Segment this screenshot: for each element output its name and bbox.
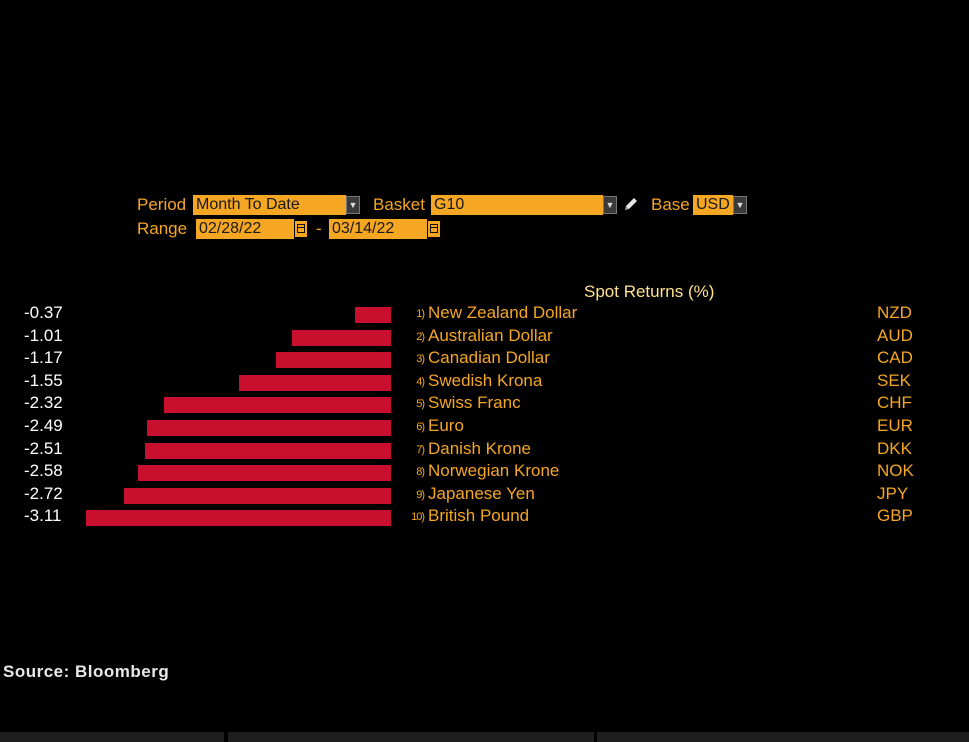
currency-row[interactable]: -2.51 7) Danish Krone DKK	[0, 439, 969, 461]
basket-dropdown-icon[interactable]: ▼	[603, 196, 617, 214]
return-bar	[86, 510, 391, 527]
rank-number[interactable]: 4)	[416, 375, 425, 388]
rank-number[interactable]: 6)	[416, 421, 425, 433]
range-start-calendar-icon[interactable]	[294, 220, 308, 238]
currency-row[interactable]: -2.32 5) Swiss Franc CHF	[0, 393, 969, 415]
return-value: -1.17	[24, 348, 63, 368]
currency-code: CAD	[877, 348, 913, 368]
rank-number[interactable]: 9)	[416, 488, 425, 501]
status-segment	[0, 732, 224, 742]
return-bar	[124, 487, 391, 504]
return-value: -1.55	[24, 370, 63, 390]
currency-row[interactable]: -0.37 1) New Zealand Dollar NZD	[0, 303, 969, 325]
period-label: Period	[137, 195, 187, 214]
return-bar	[276, 352, 391, 369]
currency-code: NZD	[877, 303, 912, 322]
edit-pencil-icon[interactable]	[622, 195, 640, 213]
currency-code: EUR	[877, 416, 913, 435]
rank-number[interactable]: 8)	[416, 466, 425, 479]
currency-row[interactable]: -2.72 9) Japanese Yen JPY	[0, 484, 969, 506]
currency-row[interactable]: -2.49 6) Euro EUR	[0, 416, 969, 438]
currency-name[interactable]: Australian Dollar	[428, 325, 553, 345]
base-dropdown-icon[interactable]: ▼	[733, 196, 747, 214]
currency-code: JPY	[877, 483, 909, 503]
currency-name[interactable]: New Zealand Dollar	[428, 303, 578, 322]
base-select[interactable]: USD	[693, 195, 733, 215]
currency-name[interactable]: Swedish Krona	[428, 370, 543, 390]
currency-code: SEK	[877, 370, 912, 390]
bottom-status-bar	[0, 732, 969, 742]
return-value: -2.49	[24, 416, 63, 435]
base-label: Base	[651, 195, 690, 214]
status-segment	[228, 732, 594, 742]
currency-row[interactable]: -1.01 2) Australian Dollar AUD	[0, 326, 969, 348]
currency-row[interactable]: -2.58 8) Norwegian Krone NOK	[0, 461, 969, 483]
rank-number[interactable]: 3)	[416, 353, 425, 366]
rank-number[interactable]: 5)	[416, 398, 425, 411]
return-bar	[138, 465, 391, 482]
chart-title: Spot Returns (%)	[584, 282, 715, 301]
return-value: -2.58	[24, 461, 63, 481]
currency-row[interactable]: -1.55 4) Swedish Krona SEK	[0, 371, 969, 393]
basket-select[interactable]: G10	[431, 195, 603, 215]
currency-name[interactable]: Swiss Franc	[428, 393, 521, 413]
currency-code: CHF	[877, 393, 912, 413]
period-dropdown-icon[interactable]: ▼	[346, 196, 360, 214]
currency-code: NOK	[877, 461, 914, 481]
return-value: -2.32	[24, 393, 63, 413]
currency-name[interactable]: British Pound	[428, 506, 530, 526]
source-credit: Source: Bloomberg	[3, 662, 170, 681]
rank-number[interactable]: 2)	[416, 330, 425, 343]
range-label: Range	[137, 219, 188, 238]
basket-label: Basket	[373, 195, 425, 214]
currency-name[interactable]: Japanese Yen	[428, 483, 535, 503]
return-bar	[239, 374, 391, 391]
range-start-input[interactable]: 02/28/22	[196, 219, 294, 239]
rank-number[interactable]: 7)	[416, 443, 425, 456]
rank-number[interactable]: 1)	[416, 308, 425, 320]
currency-row[interactable]: -1.17 3) Canadian Dollar CAD	[0, 348, 969, 370]
range-end-input[interactable]: 03/14/22	[329, 219, 427, 239]
range-end-calendar-icon[interactable]	[427, 220, 441, 238]
period-select[interactable]: Month To Date	[193, 195, 346, 215]
currency-code: DKK	[877, 438, 912, 458]
currency-name[interactable]: Canadian Dollar	[428, 348, 550, 368]
return-value: -3.11	[24, 506, 62, 526]
currency-name[interactable]: Euro	[428, 416, 464, 435]
return-bar	[145, 442, 391, 459]
status-segment	[597, 732, 969, 742]
return-bar	[146, 420, 391, 436]
return-value: -2.72	[24, 483, 63, 503]
return-bar	[354, 307, 391, 323]
currency-name[interactable]: Danish Krone	[428, 438, 532, 458]
return-value: -1.01	[24, 325, 63, 345]
currency-code: AUD	[877, 325, 913, 345]
rank-number[interactable]: 10)	[411, 511, 425, 524]
return-bar	[163, 397, 391, 414]
range-separator: -	[316, 219, 322, 238]
currency-name[interactable]: Norwegian Krone	[428, 461, 560, 481]
return-value: -0.37	[24, 303, 63, 322]
currency-row[interactable]: -3.11 10) British Pound GBP	[0, 506, 969, 528]
currency-code: GBP	[877, 506, 913, 526]
return-value: -2.51	[24, 438, 63, 458]
return-bar	[292, 329, 391, 346]
